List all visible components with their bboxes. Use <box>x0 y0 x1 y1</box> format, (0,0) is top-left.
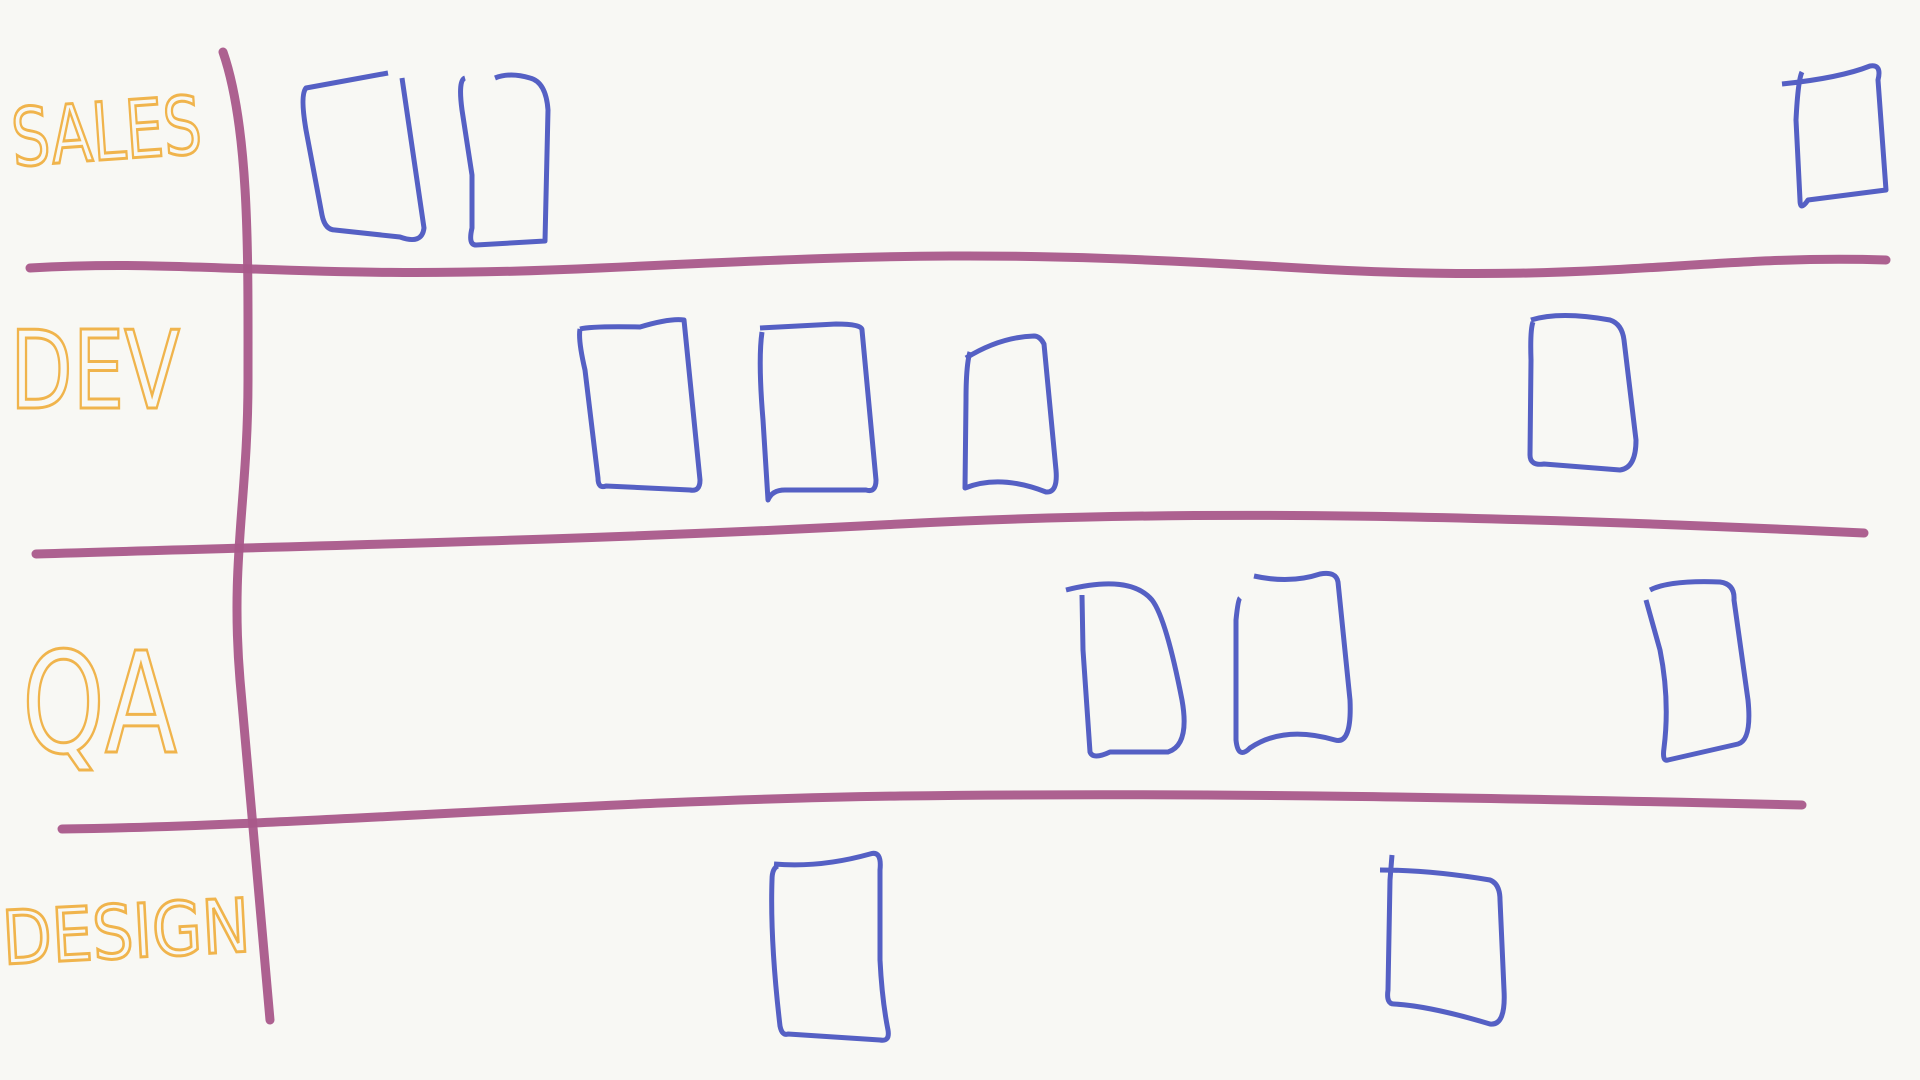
card <box>1233 570 1353 755</box>
lane-label: DEV <box>10 309 180 434</box>
lane-divider <box>31 510 1869 559</box>
lane-divider <box>25 251 1891 279</box>
card <box>1379 854 1507 1027</box>
header-divider <box>218 47 275 1025</box>
card <box>458 72 551 248</box>
card <box>300 70 427 242</box>
lane-divider <box>57 790 1807 834</box>
card <box>1065 581 1187 759</box>
card <box>769 850 891 1043</box>
card <box>757 321 879 503</box>
cards <box>300 63 1889 1043</box>
card <box>962 333 1059 495</box>
lane-label: SALES <box>8 79 204 185</box>
card <box>1527 313 1639 473</box>
card <box>1643 579 1752 763</box>
card <box>577 317 703 493</box>
lane-label: QA <box>22 623 177 786</box>
card <box>1781 63 1889 209</box>
lane-label: DESIGN <box>0 883 252 982</box>
